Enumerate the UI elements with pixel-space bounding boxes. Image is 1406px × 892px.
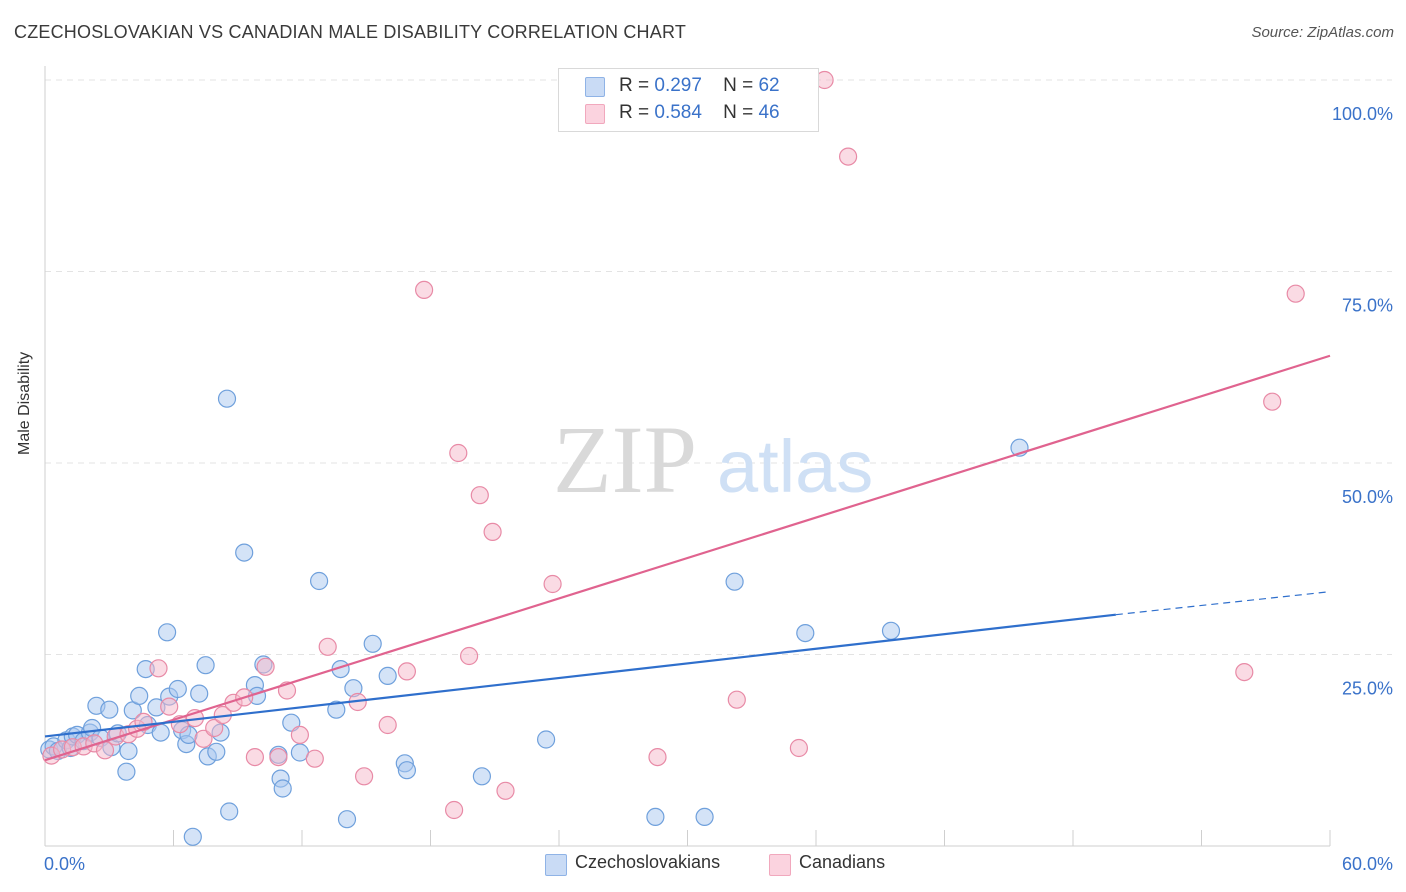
legend-r-value: 0.584 bbox=[654, 102, 702, 123]
canadians-point-20 bbox=[256, 657, 275, 676]
czechoslovakians-point-18 bbox=[130, 686, 149, 706]
legend-r-value: 0.297 bbox=[654, 75, 702, 96]
canadians-point-36 bbox=[496, 781, 515, 800]
watermark-zip: ZIP bbox=[553, 406, 697, 513]
source-credit: Source: ZipAtlas.com bbox=[1251, 24, 1394, 41]
canadians-point-42 bbox=[838, 147, 858, 166]
canadians-point-38 bbox=[648, 747, 667, 767]
czechoslovakians-point-12 bbox=[100, 700, 119, 719]
legend-stats: R = 0.297 N = 62 R = 0.584 N = 46 bbox=[558, 68, 819, 132]
legend-n-label: N = bbox=[723, 102, 754, 123]
axes bbox=[44, 66, 1331, 847]
x-tick-label-max: 60.0% bbox=[1342, 854, 1393, 874]
x-tick-label-min: 0.0% bbox=[44, 854, 85, 874]
legend-n-value: 62 bbox=[758, 75, 780, 96]
canadians-point-21 bbox=[269, 747, 288, 767]
czechoslovakians-point-52 bbox=[378, 666, 397, 686]
czechoslovakians-point-57 bbox=[646, 807, 665, 827]
legend-swatch-blue bbox=[585, 77, 605, 97]
canadians-point-14 bbox=[194, 729, 213, 748]
czechoslovakians-point-54 bbox=[397, 761, 416, 780]
czechoslovakians-point-29 bbox=[183, 827, 202, 846]
czechoslovakians-point-16 bbox=[119, 741, 138, 761]
y-tick-label-1: 50.0% bbox=[1342, 487, 1393, 507]
czechoslovakians-point-56 bbox=[536, 730, 556, 749]
legend-swatch-pink bbox=[769, 854, 791, 876]
canadians-point-33 bbox=[460, 646, 479, 666]
czechoslovakians-point-61 bbox=[881, 621, 901, 640]
canadians-point-11 bbox=[160, 697, 179, 716]
y-tick-label-3: 100.0% bbox=[1332, 104, 1393, 124]
canadians-point-28 bbox=[378, 715, 397, 735]
canadians-point-29 bbox=[397, 662, 416, 681]
legend-label: Canadians bbox=[799, 852, 886, 872]
canadians-point-45 bbox=[1286, 284, 1305, 303]
czechoslovakians-point-43 bbox=[273, 779, 292, 798]
czechoslovakians-point-37 bbox=[235, 543, 254, 562]
canadians-trend-line bbox=[44, 354, 1331, 762]
czechoslovakians-point-60 bbox=[796, 623, 815, 643]
series-czechoslovakians bbox=[40, 389, 1029, 846]
y-tick-label-2: 75.0% bbox=[1342, 296, 1393, 316]
canadians-point-10 bbox=[149, 659, 168, 678]
canadians-point-24 bbox=[305, 749, 324, 768]
legend-n-label: N = bbox=[723, 75, 754, 96]
trend-lines bbox=[44, 354, 1331, 762]
canadians-point-25 bbox=[318, 637, 337, 656]
series-canadians bbox=[42, 70, 1305, 820]
canadians-point-23 bbox=[290, 725, 309, 745]
czechoslovakians-point-23 bbox=[158, 623, 177, 642]
chart-title: CZECHOSLOVAKIAN VS CANADIAN MALE DISABIL… bbox=[14, 22, 687, 42]
legend-r-label: R = bbox=[619, 102, 650, 123]
czechoslovakians-point-30 bbox=[190, 684, 209, 703]
legend-r-label: R = bbox=[619, 75, 650, 96]
canadians-point-39 bbox=[727, 690, 746, 709]
canadians-point-27 bbox=[355, 767, 374, 786]
legend-swatch-pink bbox=[585, 104, 605, 124]
czechoslovakians-trend-extension bbox=[1115, 591, 1331, 616]
czechoslovakians-point-55 bbox=[472, 767, 491, 786]
legend-swatch-blue bbox=[545, 854, 567, 876]
czechoslovakians-point-46 bbox=[310, 571, 329, 591]
canadians-point-35 bbox=[483, 522, 502, 542]
czechoslovakians-point-15 bbox=[117, 762, 136, 781]
canadians-point-19 bbox=[245, 747, 264, 767]
canadians-point-37 bbox=[543, 574, 562, 594]
czechoslovakians-point-59 bbox=[725, 572, 744, 591]
canadians-point-32 bbox=[449, 443, 468, 463]
czechoslovakians-point-58 bbox=[695, 807, 714, 827]
legend-label: Czechoslovakians bbox=[575, 852, 721, 872]
canadians-point-30 bbox=[415, 280, 434, 299]
canadians-point-34 bbox=[470, 486, 489, 505]
czechoslovakians-point-33 bbox=[207, 742, 226, 761]
canadians-point-43 bbox=[1235, 662, 1254, 682]
y-tick-label-0: 25.0% bbox=[1342, 679, 1393, 699]
tick-labels: 25.0% 50.0% 75.0% 100.0% 0.0% 60.0% bbox=[44, 104, 1393, 874]
czechoslovakians-point-47 bbox=[327, 700, 346, 719]
czechoslovakians-point-35 bbox=[217, 389, 237, 408]
canadians-point-15 bbox=[205, 718, 224, 738]
czechoslovakians-trend-line bbox=[44, 613, 1116, 738]
legend-n-value: 46 bbox=[758, 102, 780, 123]
czechoslovakians-point-51 bbox=[363, 634, 382, 653]
gridlines bbox=[45, 79, 1392, 655]
canadians-point-31 bbox=[445, 800, 464, 820]
czechoslovakians-point-36 bbox=[220, 802, 239, 821]
czechoslovakians-point-49 bbox=[337, 810, 357, 829]
czechoslovakians-point-31 bbox=[196, 656, 215, 675]
watermark-atlas: atlas bbox=[717, 425, 873, 508]
canadians-point-5 bbox=[95, 741, 115, 760]
canadians-point-40 bbox=[789, 738, 809, 758]
canadians-point-44 bbox=[1263, 392, 1282, 411]
czechoslovakians-point-25 bbox=[168, 679, 187, 699]
